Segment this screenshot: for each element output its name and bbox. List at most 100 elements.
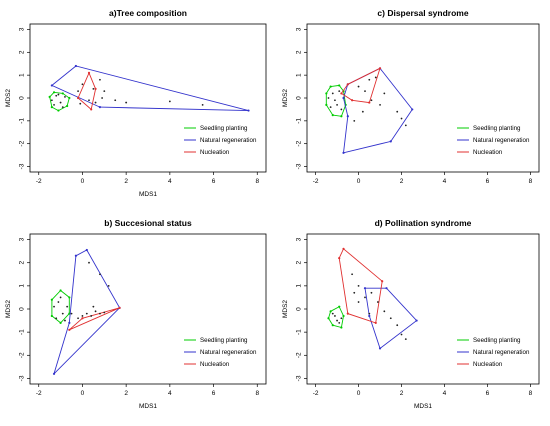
legend-label-natural-regeneration: Natural regeneration xyxy=(473,349,530,356)
y-tick-label: 0 xyxy=(19,307,26,311)
data-point xyxy=(57,93,60,96)
hull-nucleation xyxy=(338,248,383,324)
hull-vertex xyxy=(98,106,102,109)
y-tick-label: -2 xyxy=(296,140,303,146)
hull-vertex xyxy=(374,321,377,324)
hull-vertex xyxy=(415,319,418,322)
chart-panel-4: d) Pollination syndrome -2 0 2 4 6 8 -3 -2 -1 0 1 2 3… xyxy=(282,218,540,410)
plot-frame xyxy=(29,233,267,385)
x-tick-label: 0 xyxy=(357,390,361,397)
hull-vertex xyxy=(351,99,354,102)
hull-vertex xyxy=(74,254,77,257)
y-tick-label: -1 xyxy=(296,118,303,124)
data-point xyxy=(357,85,360,88)
x-tick-label: 2 xyxy=(124,178,128,185)
hull-vertex xyxy=(76,96,80,100)
chart-title: c) Dispersal syndrome xyxy=(377,8,468,18)
data-point xyxy=(61,312,64,315)
hull-vertex xyxy=(118,306,121,309)
legend-label-seedling-planting: Seedling planting xyxy=(473,337,521,344)
y-tick-label: 2 xyxy=(296,261,303,265)
x-tick-label: -2 xyxy=(36,178,42,185)
hull-vertex xyxy=(340,326,343,329)
data-point xyxy=(329,106,332,109)
hull-vertex xyxy=(325,92,328,95)
hull-vertex xyxy=(68,296,71,299)
x-tick-label: 8 xyxy=(529,390,533,397)
x-tick-label: -2 xyxy=(313,178,319,185)
data-point xyxy=(370,99,373,102)
hull-nucleation xyxy=(340,67,381,104)
data-point xyxy=(374,76,377,79)
y-tick-label: 3 xyxy=(296,237,303,241)
x-axis-label: MDS1 xyxy=(139,191,157,198)
x-tick-label: 0 xyxy=(81,178,85,185)
chart-panel-3: b) Succesional status -2 0 2 4 6 8 -3 -2 -1 0 1 2 3 MD… xyxy=(5,218,267,410)
data-point xyxy=(85,312,88,315)
legend: Seedling planting Natural regeneration Nuc… xyxy=(457,337,530,368)
hull-natural-regeneration xyxy=(342,67,413,154)
y-tick-label: -2 xyxy=(296,352,303,358)
hull-vertex xyxy=(346,83,349,86)
plot-frame xyxy=(29,23,267,173)
y-tick-label: 1 xyxy=(19,73,26,77)
hull-vertex xyxy=(50,298,53,301)
data-point xyxy=(383,310,386,313)
hull-vertex xyxy=(48,95,51,98)
hull-vertex xyxy=(61,92,64,95)
hull-vertex xyxy=(50,106,53,109)
hull-vertex xyxy=(247,109,250,112)
y-axis-label: MDS2 xyxy=(282,300,289,318)
hull-vertex xyxy=(385,287,388,290)
data-point xyxy=(88,99,90,102)
legend-label-natural-regeneration: Natural regeneration xyxy=(473,137,530,144)
data-point xyxy=(353,291,356,294)
hull-vertex xyxy=(59,289,62,292)
data-point xyxy=(327,97,330,99)
x-tick-label: 4 xyxy=(443,390,447,397)
hull-nucleation xyxy=(69,307,120,331)
x-tick-label: 8 xyxy=(255,178,259,185)
x-tick-label: -2 xyxy=(313,390,319,397)
legend-label-seedling-planting: Seedling planting xyxy=(200,125,248,132)
legend-label-seedling-planting: Seedling planting xyxy=(200,337,248,344)
data-point xyxy=(168,100,171,103)
hull-vertex xyxy=(329,85,332,88)
hull-natural-regeneration xyxy=(364,287,418,350)
legend: Seedling planting Natural regeneration Nuc… xyxy=(457,125,530,156)
hull-vertex xyxy=(74,64,77,68)
data-point xyxy=(125,101,128,104)
data-point xyxy=(88,261,90,264)
hull-vertex xyxy=(340,92,343,95)
data-point xyxy=(389,317,392,320)
hull-vertex xyxy=(329,310,332,313)
x-tick-label: 2 xyxy=(400,390,404,397)
hull-vertex xyxy=(340,115,343,118)
data-point xyxy=(57,301,60,303)
y-tick-label: 3 xyxy=(19,27,26,31)
hull-vertex xyxy=(94,87,97,90)
data-point xyxy=(55,317,58,320)
x-tick-label: 8 xyxy=(529,178,533,185)
data-point xyxy=(92,87,95,90)
data-point xyxy=(353,119,356,122)
x-tick-label: 6 xyxy=(486,390,490,397)
data-point xyxy=(94,101,97,104)
x-axis-label: MDS1 xyxy=(139,403,157,410)
hull-vertex xyxy=(368,314,371,318)
legend-label-nucleation: Nucleation xyxy=(200,361,230,368)
hull-vertex xyxy=(52,372,56,375)
hull-vertex xyxy=(346,115,349,118)
hull-natural-regeneration xyxy=(51,65,249,112)
data-point xyxy=(364,90,366,93)
hull-vertex xyxy=(57,109,60,112)
hull-vertex xyxy=(389,140,392,143)
data-point xyxy=(331,92,334,95)
legend: Seedling planting Natural regeneration Nuc… xyxy=(184,125,257,156)
data-point xyxy=(92,305,95,308)
y-tick-label: 2 xyxy=(19,50,26,54)
hull-vertex xyxy=(342,314,345,318)
data-point xyxy=(55,94,58,97)
data-point xyxy=(400,117,403,120)
